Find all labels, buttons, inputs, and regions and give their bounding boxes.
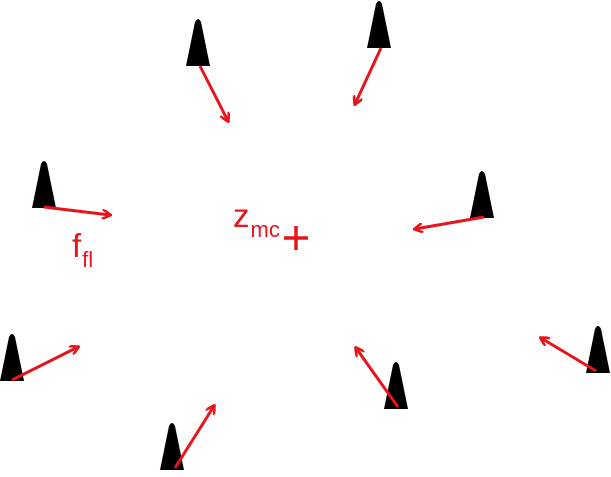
force-label: ffl	[72, 227, 93, 271]
robot-2	[355, 1, 391, 104]
red-arrow	[415, 215, 485, 229]
red-arrow	[541, 338, 597, 373]
black-cone-icon	[0, 334, 24, 381]
red-arrow	[356, 348, 400, 408]
center-marker-icon	[284, 226, 308, 250]
black-cone-icon	[367, 1, 391, 48]
robot-3	[32, 161, 110, 215]
force-label-main: f	[72, 227, 82, 264]
force-label-subscript: fl	[82, 247, 94, 272]
black-cone-icon	[470, 171, 494, 218]
black-cone-icon	[32, 161, 56, 208]
black-cone-icon	[586, 326, 610, 373]
red-arrow	[11, 347, 78, 382]
red-arrow	[198, 65, 228, 121]
robot-6	[541, 326, 610, 373]
center-label: zmc	[233, 197, 280, 241]
red-arrow	[173, 406, 214, 469]
center-label-subscript: mc	[250, 217, 280, 242]
robot-1	[186, 19, 228, 121]
robot-4	[415, 171, 494, 229]
red-arrow	[43, 205, 110, 215]
black-cone-icon	[160, 423, 184, 470]
black-cone-icon	[186, 19, 210, 66]
robot-8	[160, 406, 214, 470]
center-label-main: z	[233, 197, 250, 234]
red-arrow	[355, 47, 383, 104]
robot-5	[0, 334, 78, 382]
robot-7	[356, 348, 408, 409]
